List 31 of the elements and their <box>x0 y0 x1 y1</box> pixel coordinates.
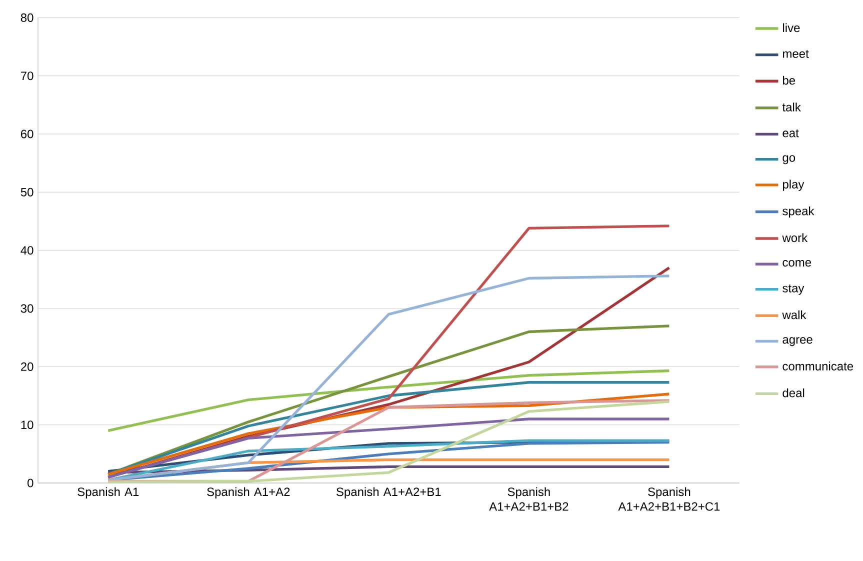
legend-label: stay <box>782 284 804 295</box>
legend-label: meet <box>783 50 809 58</box>
legend-label: talk <box>782 102 801 112</box>
x-tick-label: Spanish A1+A2 <box>207 487 290 498</box>
legend-label: communicate <box>782 362 854 370</box>
x-tick-label: Spanish A1+A2+B1+B2 <box>489 487 568 511</box>
legend-label: work <box>782 233 808 242</box>
x-tick-label: Spanish A1+A2+B1+B2+C1 <box>618 487 720 511</box>
line-series <box>106 369 671 432</box>
y-tick-label: 20 <box>20 362 34 371</box>
legend-label: agree <box>782 337 812 346</box>
legend-label: go <box>782 155 796 164</box>
legend-label: eat <box>782 129 799 138</box>
legend-label: speak <box>782 206 814 218</box>
x-tick-label: Spanish A1 <box>78 487 139 498</box>
line-series <box>106 418 671 479</box>
y-tick-label: 80 <box>20 13 34 22</box>
x-tick-label: Spanish A1+A2+B1 <box>336 487 441 498</box>
legend-label: deal <box>782 388 804 398</box>
legend-label: be <box>782 76 796 85</box>
legend-label: live <box>783 23 800 32</box>
legend-label: play <box>782 180 804 191</box>
y-tick-label: 0 <box>28 478 34 488</box>
y-tick-label: 30 <box>20 304 34 313</box>
y-tick-label: 40 <box>20 246 34 255</box>
y-tick-label: 70 <box>20 72 34 80</box>
legend-label: walk <box>782 310 806 320</box>
y-tick-label: 50 <box>20 188 34 196</box>
y-tick-label: 10 <box>21 420 34 430</box>
legend-label: come <box>782 260 812 267</box>
y-tick-label: 60 <box>20 130 34 138</box>
